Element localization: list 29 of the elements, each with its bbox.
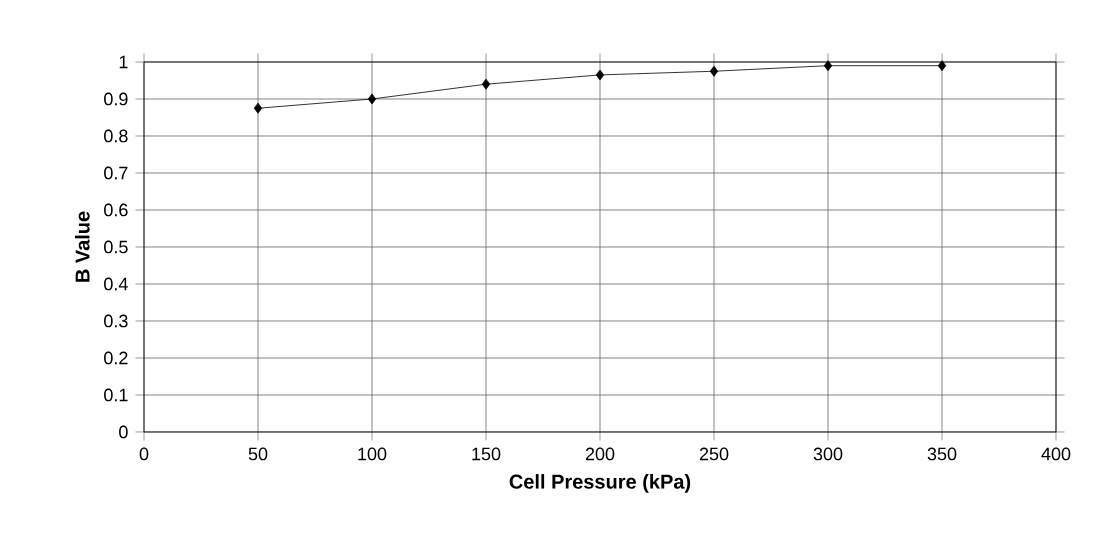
point — [823, 60, 833, 72]
y-tick-label: 0.6 — [104, 203, 128, 217]
point — [253, 102, 263, 114]
y-tick-label: 0.5 — [104, 240, 128, 254]
x-tick-label: 400 — [1041, 447, 1071, 461]
y-tick-label: 0.9 — [104, 92, 128, 106]
x-tick-label: 250 — [699, 447, 729, 461]
y-tick-label: 0.4 — [104, 277, 128, 291]
point — [595, 69, 605, 81]
y-axis-title: B Value — [74, 211, 90, 282]
x-tick-label: 150 — [472, 447, 501, 461]
y-tick-label: 0.7 — [104, 166, 128, 180]
x-tick-label: 100 — [358, 447, 387, 461]
point — [481, 78, 491, 90]
y-tick-label: 0 — [119, 425, 128, 439]
point — [937, 60, 947, 72]
x-tick-label: 200 — [585, 447, 615, 461]
y-tick-label: 0.2 — [104, 351, 128, 365]
x-tick-label: 50 — [248, 447, 268, 461]
y-tick-label: 0.1 — [104, 388, 128, 402]
x-tick-label: 300 — [813, 447, 843, 461]
y-tick-label: 0.3 — [104, 314, 128, 328]
x-tick-label: 0 — [139, 447, 149, 461]
point — [367, 93, 377, 105]
x-tick-label: 350 — [927, 447, 957, 461]
y-tick-label: 1 — [119, 55, 128, 69]
x-axis-title: Cell Pressure (kPa) — [509, 474, 691, 493]
y-tick-label: 0.8 — [104, 129, 128, 143]
point — [709, 65, 719, 77]
